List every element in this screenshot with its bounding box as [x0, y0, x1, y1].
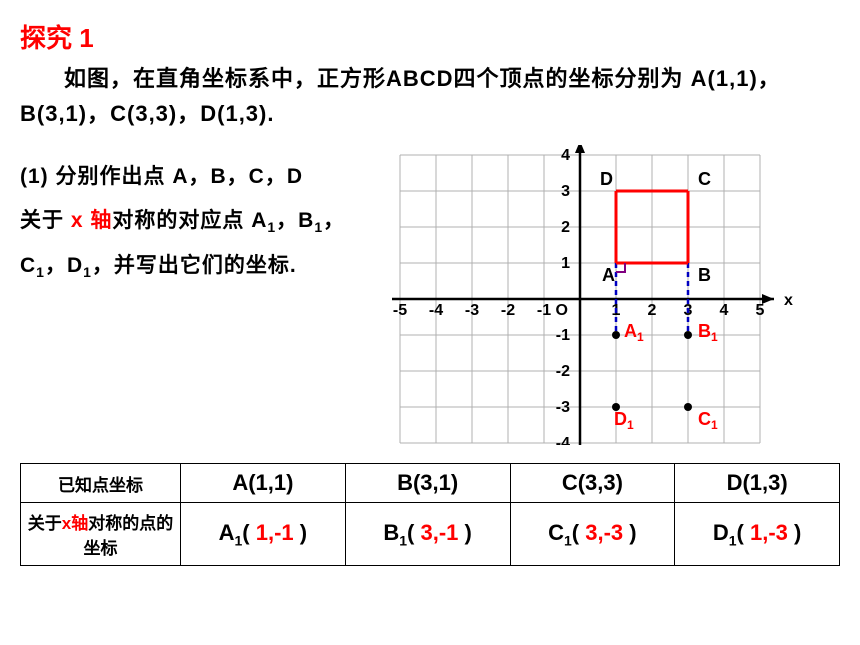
- svg-text:x: x: [784, 292, 793, 309]
- q-part2b: 对称的对应点 A: [112, 209, 267, 232]
- svg-text:-3: -3: [556, 399, 570, 416]
- sub: 1: [36, 264, 45, 280]
- row2-label: 关于x轴对称的点的坐标: [21, 503, 181, 566]
- svg-text:4: 4: [720, 302, 729, 319]
- svg-text:D1: D1: [614, 409, 634, 432]
- q-part2a: 关于: [20, 209, 71, 232]
- svg-text:A1: A1: [624, 321, 644, 344]
- svg-text:-1: -1: [556, 327, 570, 344]
- svg-text:-4: -4: [556, 435, 570, 445]
- svg-text:A: A: [602, 265, 615, 285]
- q-part4: ，: [323, 209, 345, 232]
- row2-label-a: 关于: [28, 514, 62, 533]
- svg-text:C: C: [698, 169, 711, 189]
- q-part1: (1) 分别作出点 A，B，C，D: [20, 165, 303, 188]
- sub: 1: [314, 220, 323, 236]
- known-A: A(1,1): [181, 464, 346, 503]
- svg-text:-5: -5: [393, 302, 407, 319]
- intro-text: 如图，在直角坐标系中，正方形ABCD四个顶点的坐标分别为 A(1,1)，B(3,…: [20, 61, 840, 131]
- refl-B1: B1( 3,-1 ): [345, 503, 510, 566]
- q-part7: ，并写出它们的坐标.: [92, 254, 297, 277]
- svg-text:3: 3: [561, 183, 570, 200]
- svg-text:B1: B1: [698, 321, 718, 344]
- chart-area: -5-4-3-2-112345-4-3-2-11234OxyABCDA1B1C1…: [390, 145, 840, 445]
- row2-label-b: 对称的点的坐标: [84, 514, 174, 558]
- svg-text:-2: -2: [556, 363, 570, 380]
- refl-C1: C1( 3,-3 ): [510, 503, 675, 566]
- svg-text:2: 2: [648, 302, 657, 319]
- row1-label: 已知点坐标: [21, 464, 181, 503]
- refl-D1: D1( 1,-3 ): [675, 503, 840, 566]
- svg-text:5: 5: [756, 302, 765, 319]
- svg-text:D: D: [600, 169, 613, 189]
- row2-label-axis: x轴: [62, 514, 88, 533]
- svg-text:-2: -2: [501, 302, 515, 319]
- svg-text:-3: -3: [465, 302, 479, 319]
- q-part6: ，D: [45, 254, 83, 277]
- heading: 探究 1: [20, 18, 840, 55]
- svg-text:-1: -1: [537, 302, 551, 319]
- svg-text:O: O: [556, 302, 568, 319]
- svg-text:4: 4: [561, 147, 570, 164]
- refl-A1: A1( 1,-1 ): [181, 503, 346, 566]
- q-part5: C: [20, 254, 36, 277]
- svg-text:B: B: [698, 265, 711, 285]
- axis-red: x 轴: [71, 209, 113, 232]
- sub: 1: [267, 220, 276, 236]
- svg-text:C1: C1: [698, 409, 718, 432]
- svg-text:-4: -4: [429, 302, 443, 319]
- sub: 1: [83, 264, 92, 280]
- middle-section: (1) 分别作出点 A，B，C，D 关于 x 轴对称的对应点 A1，B1， C1…: [20, 145, 840, 445]
- question-text: (1) 分别作出点 A，B，C，D 关于 x 轴对称的对应点 A1，B1， C1…: [20, 145, 390, 445]
- svg-text:1: 1: [561, 255, 570, 272]
- known-D: D(1,3): [675, 464, 840, 503]
- answer-table: 已知点坐标 A(1,1) B(3,1) C(3,3) D(1,3) 关于x轴对称…: [20, 463, 840, 566]
- q-part3: ，B: [276, 209, 314, 232]
- svg-text:2: 2: [561, 219, 570, 236]
- known-B: B(3,1): [345, 464, 510, 503]
- known-C: C(3,3): [510, 464, 675, 503]
